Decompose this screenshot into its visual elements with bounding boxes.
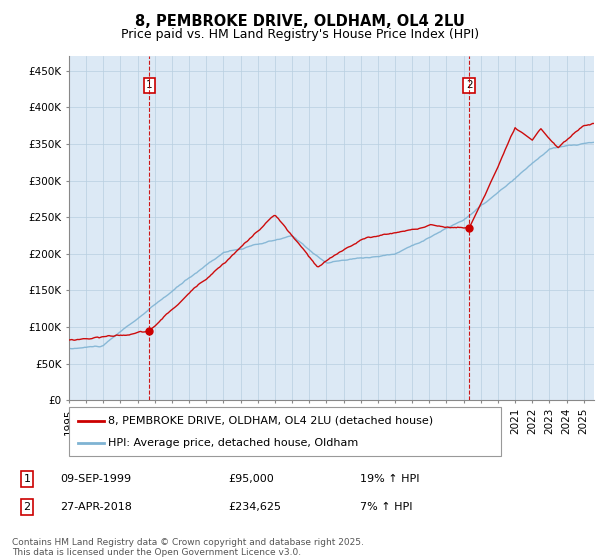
Text: 8, PEMBROKE DRIVE, OLDHAM, OL4 2LU: 8, PEMBROKE DRIVE, OLDHAM, OL4 2LU (135, 14, 465, 29)
Text: 09-SEP-1999: 09-SEP-1999 (60, 474, 131, 484)
Text: 8, PEMBROKE DRIVE, OLDHAM, OL4 2LU (detached house): 8, PEMBROKE DRIVE, OLDHAM, OL4 2LU (deta… (108, 416, 433, 426)
FancyBboxPatch shape (69, 407, 501, 456)
Text: 2: 2 (466, 80, 472, 90)
Text: Price paid vs. HM Land Registry's House Price Index (HPI): Price paid vs. HM Land Registry's House … (121, 28, 479, 41)
Text: 1: 1 (146, 80, 153, 90)
Text: £234,625: £234,625 (228, 502, 281, 512)
Text: Contains HM Land Registry data © Crown copyright and database right 2025.
This d: Contains HM Land Registry data © Crown c… (12, 538, 364, 557)
Text: 2: 2 (23, 502, 31, 512)
Text: HPI: Average price, detached house, Oldham: HPI: Average price, detached house, Oldh… (108, 437, 358, 447)
Text: £95,000: £95,000 (228, 474, 274, 484)
Text: 19% ↑ HPI: 19% ↑ HPI (360, 474, 419, 484)
Text: 7% ↑ HPI: 7% ↑ HPI (360, 502, 413, 512)
Text: 27-APR-2018: 27-APR-2018 (60, 502, 132, 512)
Text: 1: 1 (23, 474, 31, 484)
